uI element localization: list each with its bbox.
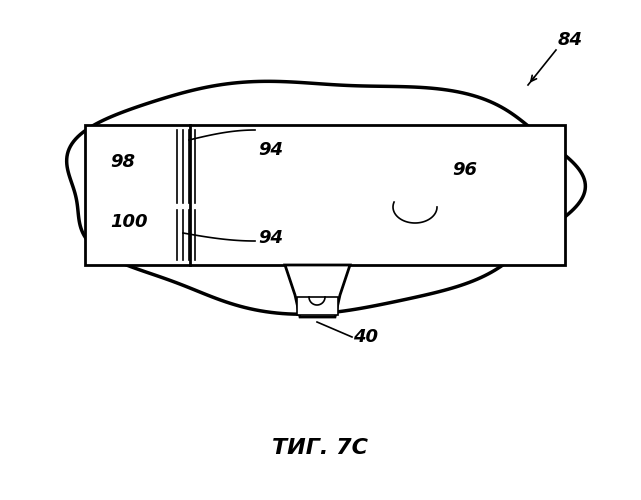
Bar [85,125,565,265]
Text: 40: 40 [353,328,378,346]
Text: 98: 98 [110,153,135,171]
Text: 94: 94 [258,229,283,247]
Text: 84: 84 [558,31,583,49]
Text: 100: 100 [110,213,147,231]
Bar [297,297,338,315]
Polygon shape [285,265,350,317]
Polygon shape [67,82,585,314]
Text: ΤИГ. 7C: ΤИГ. 7C [272,438,368,458]
Text: 94: 94 [258,141,283,159]
Text: 96: 96 [452,161,477,179]
